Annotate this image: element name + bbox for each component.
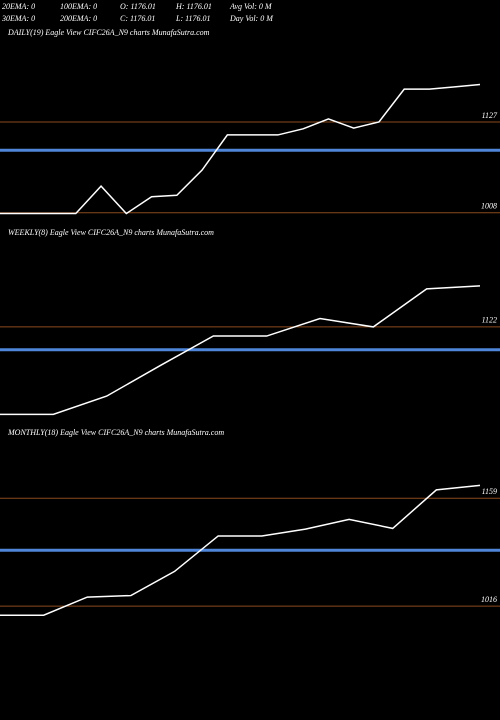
header-stat: H: 1176.01 [175,2,212,11]
header-stat: 20EMA: 0 [2,2,35,11]
header-stat: C: 1176.01 [120,14,155,23]
panel-title: DAILY(19) Eagle View CIFC26A_N9 charts M… [7,28,210,37]
y-tick-label: 1008 [481,202,497,211]
y-tick-label: 1016 [481,595,497,604]
header-stat: 100EMA: 0 [60,2,97,11]
price-line [0,285,481,416]
price-line [0,484,481,616]
header-stat: L: 1176.01 [175,14,211,23]
header-stat: 200EMA: 0 [60,14,97,23]
price-line [0,83,481,215]
header-stat: O: 1176.01 [120,2,156,11]
panel-title: WEEKLY(8) Eagle View CIFC26A_N9 charts M… [8,228,214,237]
header-stat: Day Vol: 0 M [229,14,274,23]
panel-title: MONTHLY(18) Eagle View CIFC26A_N9 charts… [7,428,224,437]
header-stat: Avg Vol: 0 M [229,2,273,11]
y-tick-label: 1127 [482,111,498,120]
header-stat: 30EMA: 0 [1,14,35,23]
y-tick-label: 1159 [482,487,497,496]
y-tick-label: 1122 [482,316,497,325]
